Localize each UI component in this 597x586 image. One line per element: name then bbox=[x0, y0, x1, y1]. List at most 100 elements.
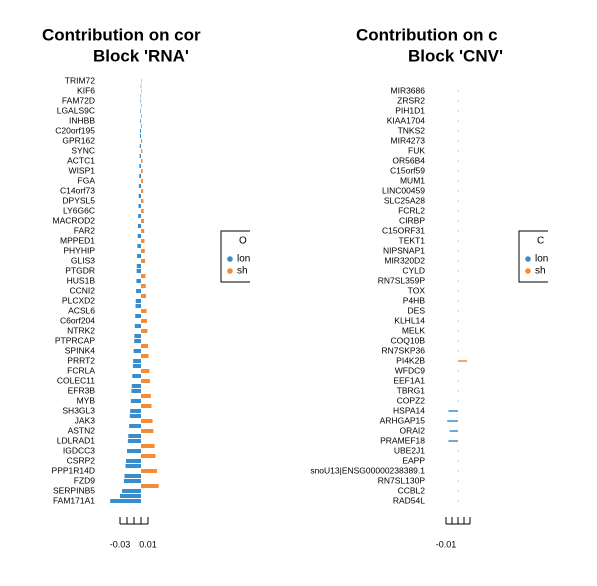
bar bbox=[141, 274, 146, 278]
chart-title: Contribution on c bbox=[356, 25, 498, 44]
y-tick-label: CIRBP bbox=[399, 215, 425, 225]
bar bbox=[457, 140, 459, 142]
bar bbox=[129, 414, 141, 418]
y-tick-label: DES bbox=[408, 305, 426, 315]
title-group: Contribution on cor Block 'RNA' bbox=[42, 25, 201, 65]
y-tick-label: FAM72D bbox=[62, 95, 95, 105]
y-tick-label: SLC25A28 bbox=[384, 195, 425, 205]
bar bbox=[448, 440, 458, 442]
y-tick-label: TBRG1 bbox=[397, 385, 426, 395]
bar bbox=[457, 490, 459, 492]
legend-marker bbox=[525, 268, 531, 274]
bar bbox=[457, 120, 459, 122]
y-tick-label: PRAMEF18 bbox=[380, 435, 425, 445]
y-tick-label: C6orf204 bbox=[60, 315, 95, 325]
y-tick-label: CYLD bbox=[402, 265, 425, 275]
bar bbox=[139, 174, 141, 178]
bar bbox=[139, 154, 141, 158]
y-tick-label: snoU13|ENSG00000238389.1 bbox=[310, 465, 425, 475]
bar bbox=[138, 184, 141, 188]
x-tick-label: -0.01 bbox=[436, 539, 457, 549]
y-tick-label: EAPP bbox=[402, 455, 425, 465]
legend-box bbox=[518, 230, 548, 283]
bar bbox=[457, 460, 459, 462]
bar bbox=[457, 500, 459, 502]
bar bbox=[129, 424, 141, 428]
bar bbox=[137, 234, 141, 238]
bar bbox=[140, 119, 141, 123]
bar bbox=[141, 79, 142, 83]
y-tick-label: PHYHIP bbox=[63, 245, 95, 255]
y-tick-label: PLCXD2 bbox=[62, 295, 95, 305]
bar bbox=[457, 170, 459, 172]
y-tick-label: MUM1 bbox=[400, 175, 425, 185]
bar bbox=[141, 419, 153, 423]
y-tick-label: ASTN2 bbox=[68, 425, 96, 435]
y-tick-label: PPP1R14D bbox=[52, 465, 95, 475]
legend-label: lon bbox=[237, 254, 250, 265]
bar bbox=[140, 84, 142, 88]
y-tick-label: HSPA14 bbox=[393, 405, 425, 415]
y-tick-label: EFR3B bbox=[68, 385, 96, 395]
bar bbox=[141, 319, 148, 323]
bar bbox=[139, 164, 141, 168]
y-tick-label: SERPINB5 bbox=[53, 485, 95, 495]
y-tick-label: SYNC bbox=[71, 145, 95, 155]
bar bbox=[132, 374, 141, 378]
y-tick-label: TNKS2 bbox=[398, 125, 426, 135]
bar bbox=[136, 289, 141, 293]
bar bbox=[135, 304, 141, 308]
bar bbox=[133, 359, 141, 363]
y-tick-label: MPPED1 bbox=[60, 235, 95, 245]
bar bbox=[141, 124, 142, 128]
bar bbox=[457, 280, 459, 282]
bar bbox=[458, 360, 467, 362]
y-tick-label: TEKT1 bbox=[399, 235, 426, 245]
y-tick-label: TOX bbox=[408, 285, 426, 295]
y-tick-label: FAM171A1 bbox=[53, 495, 95, 505]
bar bbox=[457, 370, 459, 372]
y-tick-label: C14orf73 bbox=[60, 185, 95, 195]
bar bbox=[457, 340, 459, 342]
chart-subtitle: Block 'RNA' bbox=[93, 46, 189, 65]
bar bbox=[457, 390, 459, 392]
bar bbox=[457, 150, 459, 152]
y-tick-label: INHBB bbox=[69, 115, 95, 125]
bar bbox=[141, 344, 149, 348]
y-tick-label: FGA bbox=[78, 175, 96, 185]
y-tick-label: CSRP2 bbox=[67, 455, 96, 465]
y-tick-label: KIF6 bbox=[77, 85, 95, 95]
legend-label: lon bbox=[535, 254, 548, 265]
bar bbox=[457, 330, 459, 332]
bar bbox=[136, 269, 141, 273]
bar bbox=[457, 210, 459, 212]
bar bbox=[141, 329, 148, 333]
y-tick-label: WFDC9 bbox=[395, 365, 425, 375]
bar bbox=[457, 470, 459, 472]
bar bbox=[140, 109, 141, 113]
bar bbox=[141, 139, 143, 143]
bar bbox=[457, 350, 459, 352]
bar bbox=[135, 314, 141, 318]
y-tick-label: TRIM72 bbox=[65, 75, 96, 85]
y-tick-label: HUS1B bbox=[67, 275, 96, 285]
x-tick-label: -0.03 bbox=[110, 539, 131, 549]
y-tick-label: NTRK2 bbox=[67, 325, 95, 335]
y-tick-label: COPZ2 bbox=[397, 395, 426, 405]
y-tick-label: LY6G6C bbox=[63, 205, 95, 215]
bar bbox=[137, 224, 141, 228]
y-tick-label: MIR3686 bbox=[391, 85, 426, 95]
bar bbox=[123, 479, 141, 483]
bar bbox=[141, 249, 145, 253]
bar bbox=[457, 320, 459, 322]
y-tick-label: COLEC11 bbox=[57, 375, 95, 385]
y-tick-label: RN7SL359P bbox=[378, 275, 426, 285]
y-tick-label: NIPSNAP1 bbox=[383, 245, 425, 255]
bar bbox=[141, 404, 152, 408]
bar bbox=[131, 389, 141, 393]
legend-marker bbox=[227, 256, 233, 262]
legend-marker bbox=[525, 256, 531, 262]
